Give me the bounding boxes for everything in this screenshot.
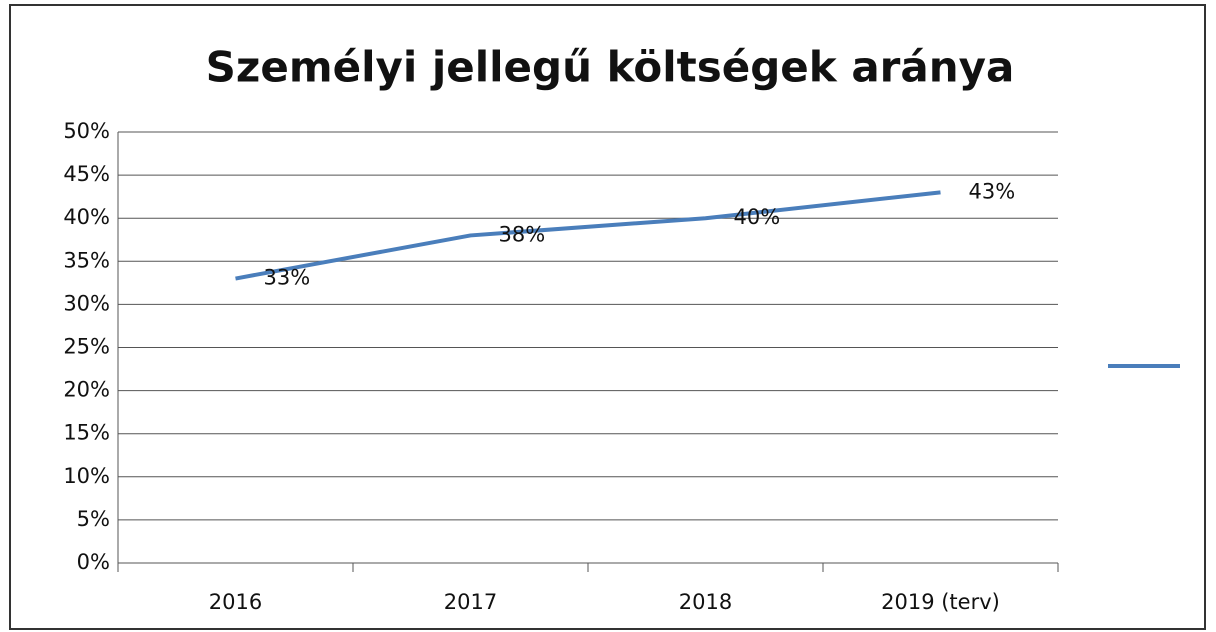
y-tick-label: 40%: [63, 205, 110, 229]
y-tick-label: 0%: [77, 550, 110, 574]
y-tick-label: 45%: [63, 162, 110, 186]
data-label: 43%: [969, 179, 1016, 203]
data-line: [235, 190, 941, 281]
x-tick-label: 2018: [679, 590, 732, 614]
x-axis-ticks: [117, 563, 1059, 572]
y-tick-label: 30%: [63, 291, 110, 315]
data-label: 33%: [264, 266, 311, 290]
y-tick-label: 35%: [63, 248, 110, 272]
y-tick-label: 10%: [63, 464, 110, 488]
y-tick-label: 5%: [77, 507, 110, 531]
y-tick-label: 20%: [63, 378, 110, 402]
y-tick-label: 25%: [63, 335, 110, 359]
x-tick-label: 2019 (terv): [881, 590, 1000, 614]
data-label: 40%: [734, 205, 781, 229]
y-tick-label: 15%: [63, 421, 110, 445]
chart-title: Személyi jellegű költségek aránya: [206, 43, 1015, 92]
x-tick-label: 2016: [209, 590, 262, 614]
data-label: 38%: [499, 222, 546, 246]
chart-frame: [9, 4, 1206, 630]
y-tick-label: 50%: [63, 119, 110, 143]
x-tick-label: 2017: [444, 590, 497, 614]
